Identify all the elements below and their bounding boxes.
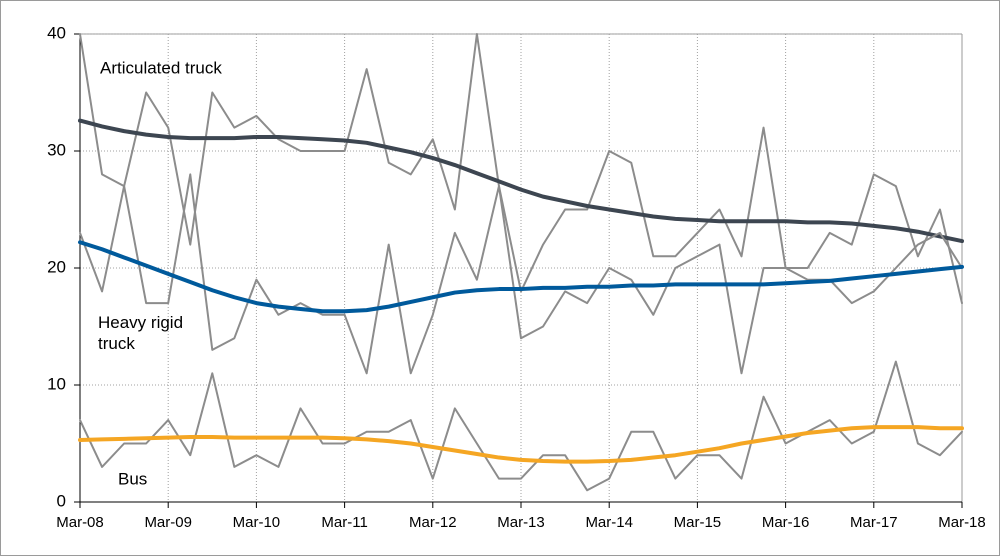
annotation: Articulated truck <box>100 58 222 77</box>
x-tick-label: Mar-14 <box>585 514 633 531</box>
x-tick-label: Mar-13 <box>497 514 545 531</box>
annotation: Heavy rigid truck <box>98 313 184 353</box>
trend-line <box>78 425 964 464</box>
trend-line <box>78 118 964 244</box>
y-tick-label: 40 <box>47 23 66 42</box>
x-tick-label: Mar-11 <box>321 514 367 531</box>
x-tick-label: Mar-17 <box>850 514 898 531</box>
annotation: Bus <box>118 469 147 488</box>
y-tick-label: 20 <box>47 257 66 276</box>
y-tick-label: 10 <box>47 374 66 393</box>
x-tick-label: Mar-16 <box>762 514 810 531</box>
x-tick-label: Mar-12 <box>409 514 457 531</box>
x-tick-label: Mar-08 <box>56 514 104 531</box>
x-tick-label: Mar-09 <box>144 514 192 531</box>
x-tick-label: Mar-15 <box>674 514 722 531</box>
x-tick-label: Mar-10 <box>233 514 281 531</box>
grid: 0 10 20 30 40 Mar-08 Mar-09 Mar-10 Mar-11 Mar-12 M… <box>47 23 986 530</box>
y-tick-label: 30 <box>47 140 66 159</box>
y-tick-label: 0 <box>57 491 66 510</box>
lines <box>78 33 964 492</box>
raw-line <box>79 33 963 305</box>
trend-line <box>78 240 964 314</box>
x-tick-label: Mar-18 <box>938 514 986 531</box>
